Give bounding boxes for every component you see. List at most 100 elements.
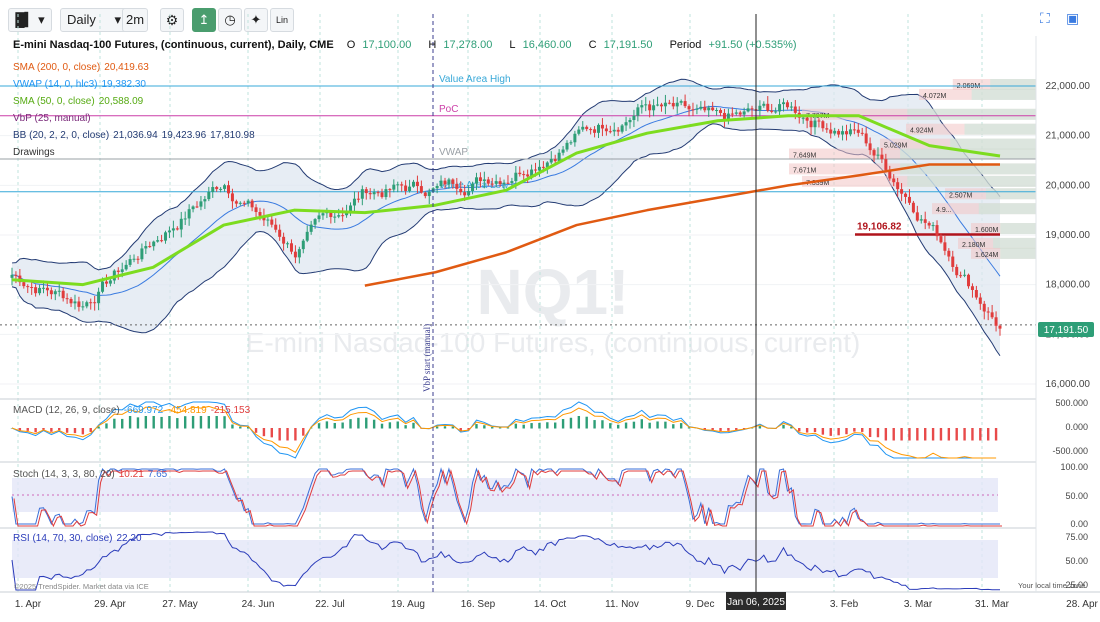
candle-body bbox=[120, 269, 124, 272]
vbp-label: 4.9... bbox=[936, 207, 952, 214]
macd-histogram-bar bbox=[246, 426, 250, 429]
time-axis-label: 28. Apr bbox=[1066, 599, 1098, 610]
camera-icon[interactable]: ▣ bbox=[1066, 10, 1080, 26]
legend-vwap[interactable]: VWAP (14, 0, hlc3) 19,382.30 bbox=[13, 79, 146, 90]
macd-histogram-bar bbox=[616, 424, 620, 429]
candle-body bbox=[372, 192, 376, 195]
candle-body bbox=[726, 113, 730, 120]
candle-body bbox=[565, 142, 569, 150]
candle-body bbox=[286, 243, 290, 245]
legend-sma200[interactable]: SMA (200, 0, close) 20,419.63 bbox=[13, 62, 149, 73]
candle-body bbox=[994, 317, 998, 326]
macd-histogram-bar bbox=[357, 417, 360, 429]
candle-body bbox=[73, 301, 77, 304]
macd-histogram-bar bbox=[396, 421, 399, 429]
vbp-label: 5.029M bbox=[884, 143, 908, 150]
clock-icon[interactable]: ◷ bbox=[218, 8, 242, 32]
legend-bb[interactable]: BB (20, 2, 2, 0, close) 21,036.94 19,423.9… bbox=[13, 130, 255, 141]
candle-body bbox=[785, 102, 789, 108]
candle-body bbox=[841, 131, 845, 135]
macd-histogram-bar bbox=[215, 416, 218, 429]
legend-sma50[interactable]: SMA (50, 0, close) 20,588.09 bbox=[13, 96, 144, 107]
macd-histogram-bar bbox=[546, 422, 549, 429]
candle-body bbox=[738, 112, 742, 115]
time-axis-label: 24. Jun bbox=[242, 599, 275, 610]
macd-axis-label: 500.000 bbox=[1055, 398, 1088, 408]
price-axis[interactable]: 22,000.00 21,000.00 20,000.00 19,000.00 18,0… bbox=[1046, 81, 1091, 390]
macd-histogram-bar bbox=[931, 428, 935, 441]
macd-histogram-bar bbox=[892, 428, 895, 441]
symbol-title: E-mini Nasdaq-100 Futures, (continuous, … bbox=[13, 39, 334, 51]
candle-body bbox=[778, 104, 782, 112]
last-price-value: 17,191.50 bbox=[1044, 325, 1089, 336]
vbp-label: 4.924M bbox=[910, 128, 934, 135]
candle-body bbox=[486, 179, 490, 184]
macd-histogram-bar bbox=[498, 427, 502, 429]
candle-body bbox=[585, 126, 589, 130]
macd-legend[interactable]: MACD (12, 26, 9, close) -669.972 -454.819-… bbox=[13, 405, 251, 416]
linear-scale-button[interactable]: Lin bbox=[270, 8, 294, 32]
candle-body bbox=[234, 201, 238, 204]
legend-vbp[interactable]: VbP (25, manual) bbox=[13, 113, 91, 124]
candle-body bbox=[703, 106, 707, 111]
rsi-panel bbox=[11, 531, 1001, 591]
candle-body bbox=[534, 169, 538, 171]
gear-icon[interactable]: ⚙ bbox=[160, 8, 184, 32]
candle-body bbox=[758, 105, 762, 111]
rsi-legend[interactable]: RSI (14, 70, 30, close) 22.20 bbox=[13, 533, 142, 544]
local-time-label: Your local time zone bbox=[1018, 581, 1085, 590]
candle-body bbox=[663, 102, 667, 107]
macd-histogram-bar bbox=[278, 428, 281, 441]
time-axis-label: 29. Apr bbox=[94, 599, 126, 610]
stoch-k-line bbox=[11, 467, 1000, 526]
candle-body bbox=[872, 150, 876, 156]
candle-body bbox=[65, 298, 69, 300]
candle-body bbox=[860, 132, 864, 134]
macd-histogram-bar bbox=[223, 416, 226, 429]
stoch-panel bbox=[11, 467, 1002, 528]
candle-body bbox=[104, 281, 108, 284]
time-axis-label: 3. Feb bbox=[830, 599, 859, 610]
candle-type-icon[interactable]: █▍ ▾ bbox=[8, 8, 52, 32]
candle-body bbox=[876, 154, 880, 156]
period-button[interactable]: 2m bbox=[122, 8, 148, 32]
candle-body bbox=[620, 125, 624, 132]
macd-histogram-bar bbox=[81, 428, 85, 435]
stoch-legend[interactable]: Stoch (14, 3, 3, 80, 20) 10.21 7.65 bbox=[13, 469, 168, 480]
candle-body bbox=[911, 202, 915, 213]
macd-histogram-bar bbox=[483, 425, 486, 429]
level-label: Value Area High bbox=[439, 74, 511, 85]
bb-band-line bbox=[11, 78, 1001, 271]
candle-body bbox=[604, 128, 608, 132]
macd-histogram-bar bbox=[782, 424, 785, 429]
candle-body bbox=[258, 212, 262, 216]
candle-body bbox=[250, 200, 254, 208]
vbp-bar bbox=[900, 163, 1036, 175]
time-axis[interactable]: 1. Apr 29. Apr 27. May 24. Jun 22. Jul 19. Au… bbox=[15, 599, 1099, 610]
macd-histogram-bar bbox=[924, 428, 927, 441]
macd-histogram-bar bbox=[34, 428, 37, 433]
candle-body bbox=[274, 224, 278, 230]
candle-body bbox=[774, 111, 778, 113]
macd-histogram-bar bbox=[199, 416, 203, 429]
candle-body bbox=[14, 274, 18, 276]
macd-histogram-bar bbox=[687, 427, 691, 429]
candle-body bbox=[978, 297, 982, 304]
ohlc-open: O 17,100.00 bbox=[346, 39, 412, 51]
expand-icon[interactable]: ⛶ bbox=[1040, 10, 1050, 26]
watermark-symbol: NQ1! bbox=[477, 256, 630, 328]
candle-body bbox=[345, 212, 349, 216]
macd-histogram-bar bbox=[538, 422, 541, 429]
trend-icon[interactable]: ↥ bbox=[192, 8, 216, 32]
candle-body bbox=[341, 215, 345, 217]
moving-averages bbox=[11, 114, 1001, 287]
candle-body bbox=[356, 198, 360, 200]
legend-drawings[interactable]: Drawings bbox=[13, 147, 55, 158]
candle-body bbox=[510, 181, 514, 183]
macd-histogram-bar bbox=[845, 428, 848, 435]
candle-body bbox=[636, 107, 640, 116]
candle-body bbox=[207, 192, 211, 200]
macd-histogram-bar bbox=[750, 427, 754, 429]
sma50-line bbox=[11, 114, 1001, 287]
